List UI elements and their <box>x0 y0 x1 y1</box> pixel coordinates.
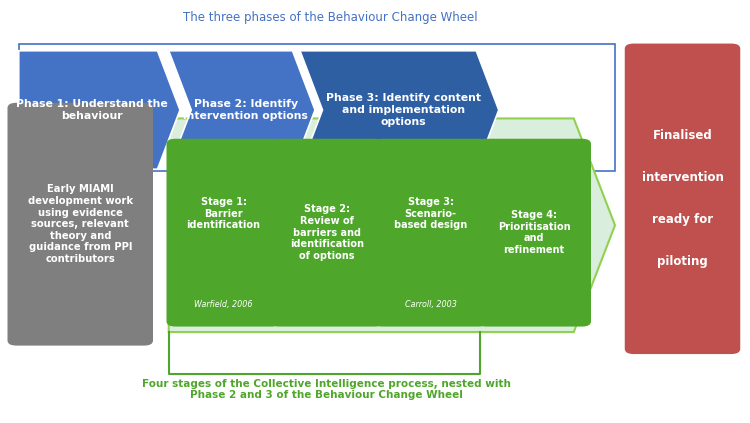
Text: The three phases of the Behaviour Change Wheel: The three phases of the Behaviour Change… <box>183 11 477 24</box>
Text: Stage 3:
Scenario-
based design: Stage 3: Scenario- based design <box>394 197 467 230</box>
FancyBboxPatch shape <box>270 139 384 327</box>
Polygon shape <box>169 118 615 332</box>
FancyBboxPatch shape <box>477 139 591 327</box>
Polygon shape <box>19 51 180 169</box>
Text: Carroll, 2003: Carroll, 2003 <box>404 300 457 309</box>
Text: Warfield, 2006: Warfield, 2006 <box>194 300 253 309</box>
Text: Phase 3: Identify content
and implementation
options: Phase 3: Identify content and implementa… <box>326 93 481 126</box>
Text: Phase 2: Identify
intervention options: Phase 2: Identify intervention options <box>183 99 308 121</box>
FancyBboxPatch shape <box>625 44 740 354</box>
FancyBboxPatch shape <box>166 139 280 327</box>
Polygon shape <box>169 51 315 169</box>
Text: Finalised

intervention

ready for

piloting: Finalised intervention ready for pilotin… <box>641 129 724 268</box>
Text: Phase 1: Understand the
behaviour: Phase 1: Understand the behaviour <box>16 99 168 121</box>
Text: Stage 1:
Barrier
identification: Stage 1: Barrier identification <box>187 197 260 230</box>
FancyBboxPatch shape <box>8 103 153 346</box>
Text: Stage 2:
Review of
barriers and
identification
of options: Stage 2: Review of barriers and identifi… <box>290 204 364 261</box>
Text: Four stages of the Collective Intelligence process, nested with
Phase 2 and 3 of: Four stages of the Collective Intelligen… <box>142 379 511 400</box>
FancyBboxPatch shape <box>374 139 488 327</box>
Polygon shape <box>300 51 499 169</box>
Text: Stage 4:
Prioritisation
and
refinement: Stage 4: Prioritisation and refinement <box>498 210 570 255</box>
Text: Early MIAMI
development work
using evidence
sources, relevant
theory and
guidanc: Early MIAMI development work using evide… <box>28 184 133 264</box>
